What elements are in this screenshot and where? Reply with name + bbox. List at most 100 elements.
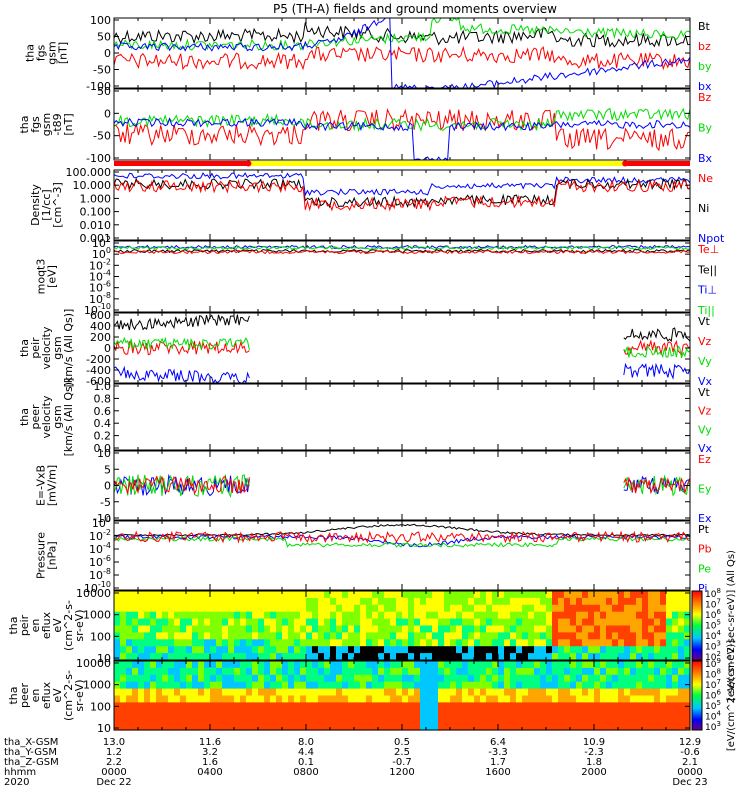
spectrogram-cell <box>570 618 577 627</box>
spectrogram-cell <box>342 723 349 731</box>
spectrogram-cell <box>246 639 253 647</box>
spectrogram-cell <box>486 723 493 731</box>
spectrogram-cell <box>666 674 673 683</box>
spectrogram-cell <box>432 716 439 724</box>
x-axis-value: 8.0 <box>298 737 314 748</box>
spectrogram-cell <box>486 611 493 620</box>
spectrogram-cell <box>246 597 253 606</box>
spectrogram-cell <box>414 661 421 669</box>
ytick-label: 0.2 <box>94 430 112 443</box>
spectrogram-cell <box>624 674 631 683</box>
ytick-label: 10-6 <box>89 280 111 295</box>
spectrogram-cell <box>306 702 313 710</box>
region-bar-segment <box>114 161 249 166</box>
spectrogram-cell <box>450 661 457 669</box>
spectrogram-cell <box>120 688 127 697</box>
spectrogram-cell <box>558 695 565 703</box>
spectrogram-cell <box>486 681 493 690</box>
spectrogram-cell <box>684 681 691 690</box>
spectrogram-cell <box>282 667 289 676</box>
spectrogram-cell <box>174 702 181 710</box>
spectrogram-cell <box>606 723 613 731</box>
ylabel-line: tha <box>18 115 31 133</box>
spectrogram-cell <box>156 632 163 640</box>
spectrogram-cell <box>582 618 589 627</box>
x-axis-year: 2020 <box>4 777 29 788</box>
spectrogram-cell <box>222 667 229 676</box>
spectrogram-cell <box>330 688 337 697</box>
spectrogram-cell <box>660 716 667 724</box>
ytick-label: 100 <box>92 515 111 530</box>
spectrogram-cell <box>378 597 385 606</box>
spectrogram-cell <box>492 661 499 669</box>
spectrogram-cell <box>120 646 127 654</box>
spectrogram-cell <box>324 625 331 633</box>
spectrogram-cell <box>600 618 607 627</box>
spectrogram-cell <box>156 625 163 633</box>
spectrogram-cell <box>354 591 361 599</box>
spectrogram-cell <box>492 667 499 676</box>
spectrogram-cell <box>612 709 619 717</box>
spectrogram-cell <box>402 661 409 669</box>
spectrogram-cell <box>678 625 685 633</box>
spectrogram-cell <box>276 695 283 703</box>
spectrogram-cell <box>150 625 157 633</box>
spectrogram-cell <box>462 681 469 690</box>
spectrogram-cell <box>204 681 211 690</box>
spectrogram-cell <box>462 632 469 640</box>
spectrogram-cell <box>684 646 691 654</box>
spectrogram-cell <box>648 723 655 731</box>
spectrogram-cell <box>210 604 217 613</box>
spectrogram-cell <box>270 604 277 613</box>
spectrogram-cell <box>648 591 655 599</box>
spectrogram-cell <box>324 653 331 661</box>
spectrogram-cell <box>174 604 181 613</box>
ylabel-line: [eV] <box>46 265 59 288</box>
spectrogram-cell <box>642 661 649 669</box>
spectrogram-cell <box>342 646 349 654</box>
spectrogram-cell <box>300 723 307 731</box>
spectrogram-cell <box>522 618 529 627</box>
spectrogram-cell <box>360 681 367 690</box>
spectrogram-cell <box>558 674 565 683</box>
spectrogram-cell <box>342 597 349 606</box>
spectrogram-cell <box>150 716 157 724</box>
spectrogram-cell <box>234 667 241 676</box>
x-axis-value: 1200 <box>389 767 414 778</box>
spectrogram-cell <box>234 604 241 613</box>
spectrogram-cell <box>402 653 409 661</box>
colorbar-scale <box>691 660 703 731</box>
spectrogram-cell <box>378 695 385 703</box>
spectrogram-cell <box>408 681 415 690</box>
spectrogram-cell <box>306 653 313 661</box>
spectrogram-cell <box>114 667 121 676</box>
spectrogram-cell <box>582 632 589 640</box>
spectrogram-cell <box>186 632 193 640</box>
spectrogram-cell <box>438 639 445 647</box>
colorbar-tick: 104 <box>705 710 721 723</box>
spectrogram-cell <box>384 661 391 669</box>
spectrogram-cell <box>432 723 439 731</box>
spectrogram-cell <box>432 597 439 606</box>
spectrogram-cell <box>606 632 613 640</box>
spectrogram-cell <box>516 625 523 633</box>
spectrogram-cell <box>336 695 343 703</box>
spectrogram-cell <box>264 674 271 683</box>
spectrogram-cell <box>120 709 127 717</box>
spectrogram-cell <box>522 632 529 640</box>
spectrogram-cell <box>582 646 589 654</box>
spectrogram-cell <box>402 639 409 647</box>
spectrogram-cell <box>618 723 625 731</box>
spectrogram-cell <box>660 688 667 697</box>
spectrogram-cell <box>504 723 511 731</box>
legend-entry-ni: Ni <box>698 202 709 215</box>
spectrogram-cell <box>582 709 589 717</box>
legend-entry-pt: Pt <box>698 523 710 536</box>
spectrogram-cell <box>114 646 121 654</box>
spectrogram-cell <box>234 591 241 599</box>
ytick-label: 10-10 <box>84 302 111 317</box>
spectrogram-cell <box>198 618 205 627</box>
spectrogram-cell <box>126 646 133 654</box>
spectrogram-cell <box>126 702 133 710</box>
spectrogram-cell <box>486 591 493 599</box>
